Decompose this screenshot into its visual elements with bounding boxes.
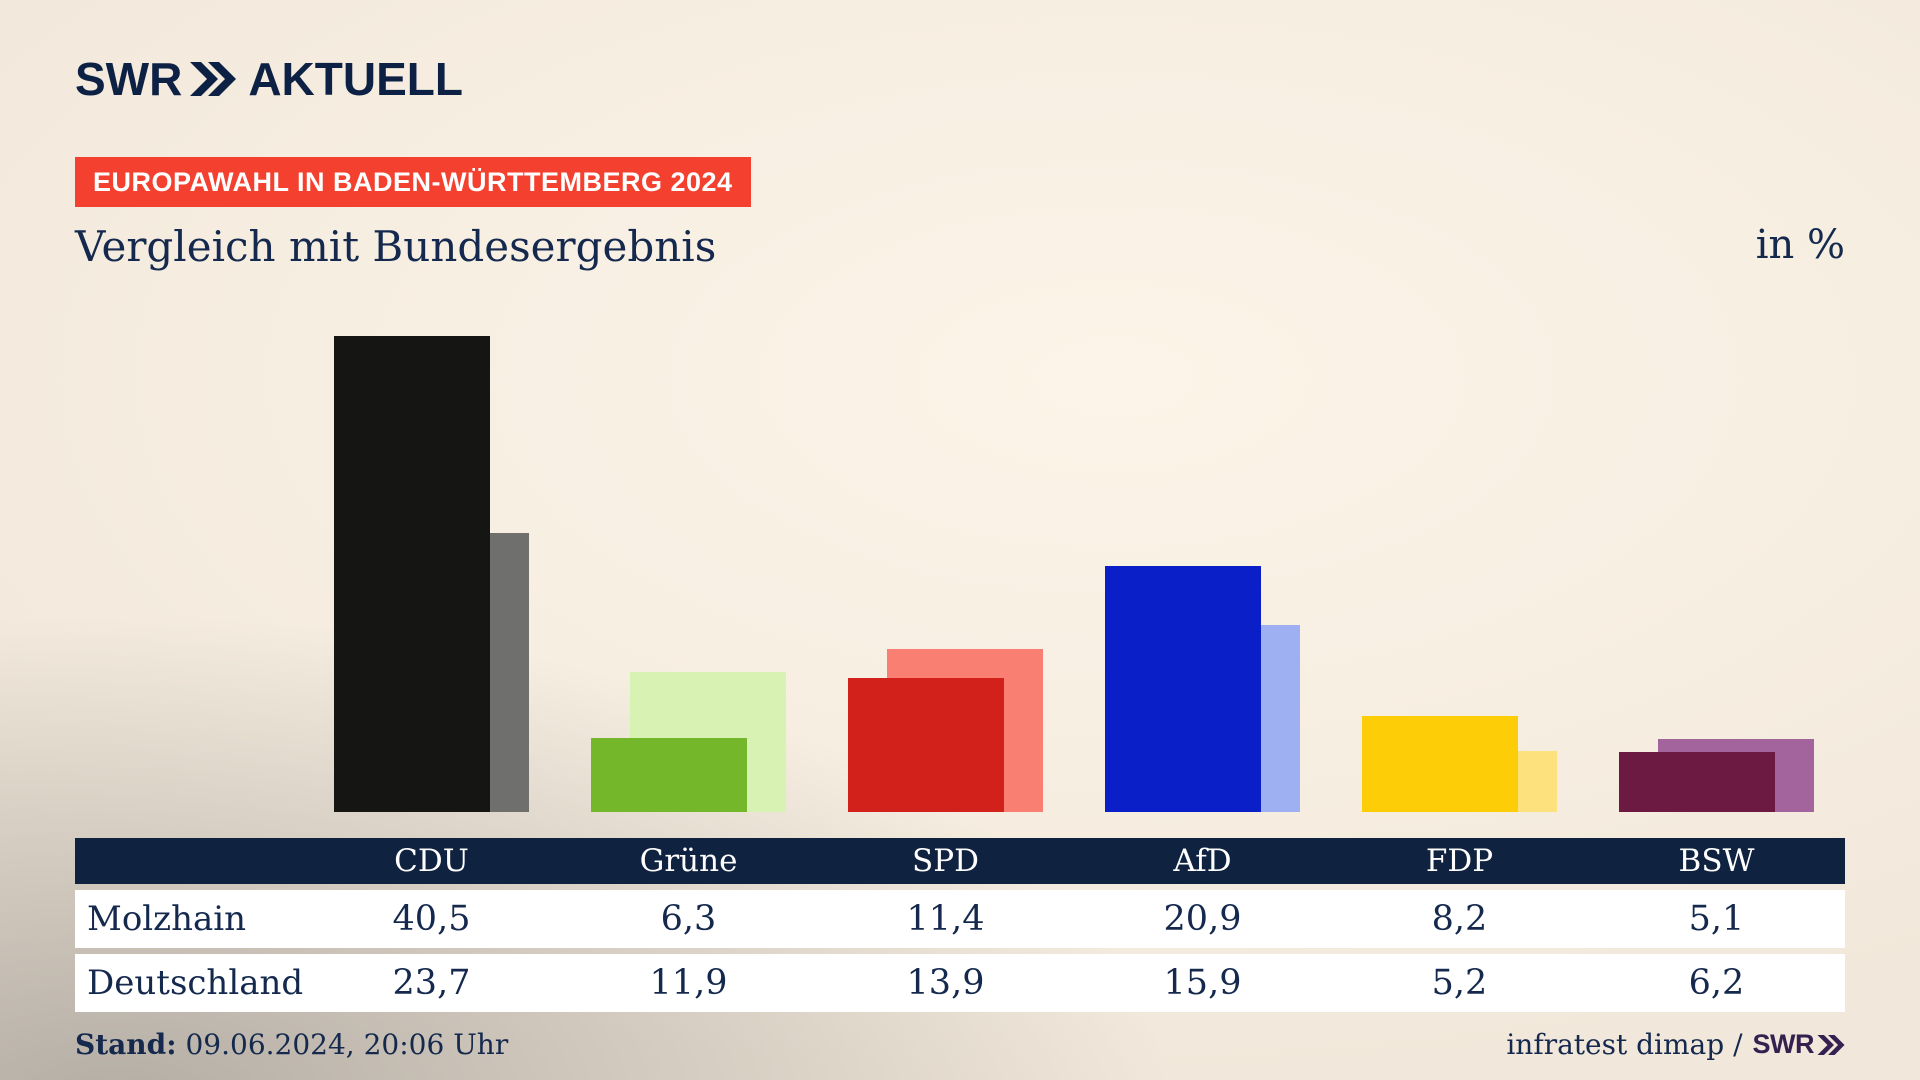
aktuell-logo-text: AKTUELL (248, 53, 463, 105)
double-chevron-right-icon (1817, 1034, 1845, 1055)
table-row-deutschland: Deutschland 23,7 11,9 13,9 15,9 5,2 6,2 (75, 954, 1845, 1012)
results-table: CDU Grüne SPD AfD FDP BSW Molzhain 40,5 6,3 11,4… (75, 838, 1845, 1018)
value-molzhain-cdu: 40,5 (392, 899, 471, 939)
bar-molzhain-afd (1105, 566, 1261, 812)
page-title: Vergleich mit Bundesergebnis (75, 222, 717, 271)
table-header-grüne: Grüne (639, 843, 738, 879)
unit-label: in % (1755, 222, 1845, 268)
timestamp: Stand: 09.06.2024, 20:06 Uhr (75, 1028, 508, 1061)
source-credit: infratest dimap / SWR (1506, 1028, 1845, 1061)
table-header-row: CDU Grüne SPD AfD FDP BSW (75, 838, 1845, 884)
timestamp-label: Stand: (75, 1028, 177, 1061)
value-molzhain-afd: 20,9 (1163, 899, 1242, 939)
value-molzhain-grüne: 6,3 (660, 899, 717, 939)
table-header-bsw: BSW (1678, 843, 1755, 879)
value-molzhain-bsw: 5,1 (1688, 899, 1745, 939)
value-deutschland-spd: 13,9 (906, 963, 985, 1003)
bar-molzhain-spd (848, 678, 1004, 812)
value-deutschland-grüne: 11,9 (649, 963, 728, 1003)
swr-footer-logo: SWR (1753, 1029, 1846, 1060)
swr-aktuell-logo: SWR AKTUELL (75, 52, 463, 106)
table-header-cdu: CDU (394, 843, 469, 879)
row-label: Molzhain (87, 899, 247, 939)
value-deutschland-afd: 15,9 (1163, 963, 1242, 1003)
table-header-fdp: FDP (1425, 843, 1494, 879)
value-deutschland-fdp: 5,2 (1431, 963, 1488, 1003)
value-deutschland-cdu: 23,7 (392, 963, 471, 1003)
value-molzhain-spd: 11,4 (906, 899, 985, 939)
bar-chart (334, 336, 1814, 812)
table-header-spd: SPD (912, 843, 979, 879)
source-text: infratest dimap / (1506, 1028, 1743, 1061)
double-chevron-right-icon (190, 62, 237, 96)
election-badge: EUROPAWAHL IN BADEN-WÜRTTEMBERG 2024 (75, 157, 751, 207)
timestamp-value: 09.06.2024, 20:06 Uhr (176, 1028, 509, 1061)
table-header-afd: AfD (1173, 843, 1232, 879)
value-deutschland-bsw: 6,2 (1688, 963, 1745, 1003)
table-header-spacer (75, 838, 303, 884)
table-body: Molzhain 40,5 6,3 11,4 20,9 8,2 5,1 Deutschland… (75, 890, 1845, 1012)
swr-logo-text: SWR (75, 53, 183, 105)
bar-molzhain-grüne (591, 738, 747, 812)
bar-molzhain-fdp (1362, 716, 1518, 812)
bar-molzhain-bsw (1619, 752, 1775, 812)
table-row-molzhain: Molzhain 40,5 6,3 11,4 20,9 8,2 5,1 (75, 890, 1845, 948)
swr-footer-logo-text: SWR (1752, 1029, 1815, 1059)
value-molzhain-fdp: 8,2 (1431, 899, 1488, 939)
row-label: Deutschland (87, 963, 304, 1003)
bar-molzhain-cdu (334, 336, 490, 812)
